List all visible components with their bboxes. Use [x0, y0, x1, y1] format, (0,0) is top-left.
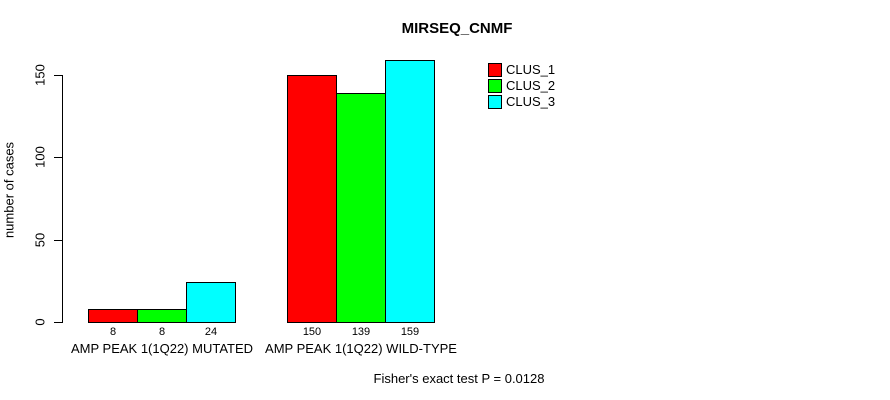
- y-tick-mark: [54, 157, 62, 158]
- y-tick-label: 0: [32, 318, 48, 326]
- y-tick-mark: [54, 240, 62, 241]
- legend-label-clus-2: CLUS_2: [506, 78, 556, 93]
- y-tick-mark: [54, 322, 62, 323]
- y-tick-label: 150: [32, 64, 48, 86]
- chart-title: MIRSEQ_CNMF: [401, 20, 513, 37]
- bar-value-label: 150: [302, 326, 322, 338]
- fisher-test-annotation: Fisher's exact test P = 0.0128: [373, 371, 545, 386]
- y-tick-label: 50: [32, 232, 48, 248]
- bar-value-label: 8: [109, 326, 117, 338]
- y-tick-label: 100: [32, 146, 48, 168]
- y-tick-mark: [54, 75, 62, 76]
- bar-value-label: 24: [204, 326, 218, 338]
- legend-swatch-clus-2: [488, 79, 502, 93]
- bar-value-label: 159: [400, 326, 420, 338]
- bar-clus-2-group-2: [336, 93, 386, 323]
- legend-label-clus-1: CLUS_1: [506, 62, 556, 77]
- bar-value-label: 139: [351, 326, 371, 338]
- y-axis-label: number of cases: [1, 141, 17, 239]
- legend-swatch-clus-1: [488, 63, 502, 77]
- legend-label-clus-3: CLUS_3: [506, 94, 556, 109]
- bar-clus-1-group-1: [88, 309, 138, 323]
- x-category-label: AMP PEAK 1(1Q22) WILD-TYPE: [265, 341, 457, 356]
- y-axis-line: [62, 75, 63, 323]
- bar-value-label: 8: [158, 326, 166, 338]
- bar-clus-1-group-2: [287, 75, 337, 323]
- bar-clus-2-group-1: [137, 309, 187, 323]
- x-category-label: AMP PEAK 1(1Q22) MUTATED: [70, 341, 254, 356]
- bar-clus-3-group-1: [186, 282, 236, 323]
- bar-clus-3-group-2: [385, 60, 435, 323]
- legend-swatch-clus-3: [488, 95, 502, 109]
